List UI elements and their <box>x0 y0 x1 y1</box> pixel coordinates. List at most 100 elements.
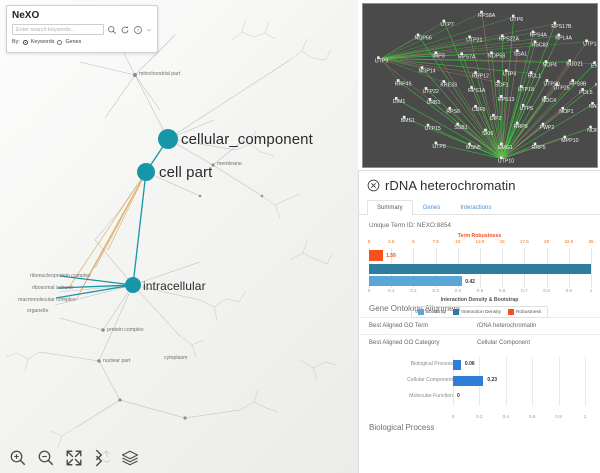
gene-label[interactable]: UTP5 <box>520 106 534 112</box>
legend-item-interaction-density[interactable]: Interaction Density <box>453 309 501 315</box>
gene-label[interactable]: SSB1 <box>454 125 468 131</box>
gene-label[interactable]: SOF1 <box>495 82 509 88</box>
gene-label[interactable]: CBF5 <box>472 107 486 113</box>
gene-label[interactable]: RPL4A <box>555 36 572 42</box>
gene-label[interactable]: MPP10 <box>561 138 578 144</box>
help-icon[interactable]: ? <box>133 25 143 35</box>
collapse-icon[interactable] <box>93 449 111 467</box>
ontology-label-cellular-component: cellular_component <box>181 131 313 148</box>
radio-genes[interactable] <box>57 39 63 45</box>
gene-label[interactable]: EMG1 <box>498 145 513 151</box>
gene-label[interactable]: UTP8 <box>432 144 446 150</box>
axis-tick: 2.5 <box>387 239 395 244</box>
axis-tick: 0.1 <box>387 288 395 293</box>
tab-genes[interactable]: Genes <box>422 205 441 211</box>
gene-label[interactable]: UTP9 <box>375 58 389 64</box>
legend-item-robustness[interactable]: Robustness <box>507 309 541 315</box>
gene-label[interactable]: UTP10 <box>498 159 514 165</box>
close-icon[interactable] <box>367 179 380 192</box>
ontology-label-intracellular: intracellular <box>143 279 206 293</box>
gene-label[interactable]: RPS13 <box>498 97 515 103</box>
search-input[interactable] <box>12 24 104 35</box>
gene-label[interactable]: POL5 <box>579 90 593 96</box>
bar-value: 0.23 <box>487 377 498 383</box>
gene-label[interactable]: UTP20 <box>543 81 559 87</box>
gene-label[interactable]: UTP21 <box>466 38 482 44</box>
gene-label[interactable]: RCL1 <box>528 73 542 79</box>
gene-label[interactable]: RRP12 <box>472 73 489 79</box>
gene-label[interactable]: BMS1 <box>401 118 415 124</box>
gene-label[interactable]: RPS22A <box>499 37 520 43</box>
gene-label[interactable]: IMP3 <box>432 54 444 60</box>
ontology-node-cell-part[interactable] <box>137 163 155 181</box>
layers-icon[interactable] <box>121 449 139 467</box>
gene-label[interactable]: KRE33 <box>440 82 457 88</box>
gene-interaction-network[interactable]: UTP9 NOP56 UTP7 RPS8A UTP6 RPS17B UTP21 RPS22A R… <box>362 3 598 168</box>
zoom-out-icon[interactable] <box>37 449 55 467</box>
gene-label[interactable]: UTP22 <box>422 89 438 95</box>
bar-bootstrap[interactable] <box>369 276 463 286</box>
gene-label[interactable]: HSC82 <box>532 43 549 49</box>
axis-tick: 0.4 <box>454 288 461 293</box>
gene-label[interactable]: MSN5 <box>466 145 481 151</box>
chevron-down-icon[interactable] <box>146 25 152 35</box>
gene-label[interactable]: KRI1 <box>595 82 597 88</box>
gene-label[interactable]: UTP4 <box>503 71 517 77</box>
gene-label[interactable]: UTP15 <box>424 126 440 132</box>
gene-label[interactable]: RPS8A <box>478 13 496 19</box>
gene-label[interactable]: NOP6 <box>587 128 597 134</box>
legend-item-bootstrap[interactable]: Bootstrap <box>417 309 446 315</box>
zoom-in-icon[interactable] <box>9 449 27 467</box>
gene-label[interactable]: SSA1 <box>514 52 528 58</box>
gene-label[interactable]: UTP25 <box>553 85 569 91</box>
gene-label[interactable]: DIM1 <box>393 99 406 105</box>
gene-label[interactable]: PWP2 <box>539 125 554 131</box>
radio-keywords[interactable] <box>22 39 28 45</box>
chart-title-robustness: Term Robustness <box>457 233 502 239</box>
gene-label[interactable]: RPS7A <box>458 55 476 61</box>
gene-label[interactable]: UTP7 <box>440 22 454 28</box>
search-panel[interactable]: NeXO ? By: <box>6 5 158 53</box>
axis-tick: 1 <box>583 414 587 419</box>
refresh-icon[interactable] <box>120 25 130 35</box>
gene-label[interactable]: NOP1 <box>559 109 573 115</box>
gene-label[interactable]: RPS6 <box>446 109 460 115</box>
gene-label[interactable]: RRP9 <box>514 124 528 130</box>
fit-screen-icon[interactable] <box>65 449 83 467</box>
tab-interactions[interactable]: Interactions <box>460 205 492 211</box>
gene-label[interactable]: NOP56 <box>415 36 432 42</box>
gene-label[interactable]: NOC4 <box>541 98 556 104</box>
gene-label[interactable]: SKI6 <box>482 131 493 137</box>
bar-cellular-component[interactable] <box>453 376 484 386</box>
gene-label[interactable]: UTP18 <box>518 87 534 93</box>
go-alignment-title: Gene Ontology Alignment <box>369 304 461 313</box>
chart-legend: Bootstrap Interaction Density Robustness <box>411 306 548 318</box>
gene-label[interactable]: UTP6 <box>510 17 524 23</box>
ontology-node-intracellular[interactable] <box>125 277 141 293</box>
gene-label[interactable]: RRP5 <box>532 145 546 151</box>
gene-label[interactable]: URB1 <box>426 100 440 106</box>
gene-label[interactable]: DIP2 <box>490 116 502 122</box>
ontology-node-cellular-component[interactable] <box>158 129 178 149</box>
gene-label[interactable]: NOP58 <box>488 54 505 60</box>
gene-label[interactable]: BUD21 <box>566 61 583 67</box>
gene-label[interactable]: RPS17B <box>551 24 572 30</box>
gene-label[interactable]: NAN1 <box>589 104 597 110</box>
category-label: Biological Process <box>410 361 453 367</box>
ontology-minor-label: protein complex <box>107 327 144 333</box>
gene-label[interactable]: ENP1 <box>591 63 597 69</box>
gene-label[interactable]: RPS1A <box>468 88 486 94</box>
tab-summary[interactable]: Summary <box>367 200 413 215</box>
gene-label[interactable]: RRP45 <box>395 81 412 87</box>
axis-tick: 12.5 <box>475 239 485 244</box>
gene-label[interactable]: UTP13 <box>583 42 597 48</box>
bar-biological-process[interactable] <box>453 360 461 370</box>
bar-interaction-density[interactable] <box>369 264 591 274</box>
search-icon[interactable] <box>107 25 117 35</box>
gene-label[interactable]: RPS9B <box>569 81 587 87</box>
bar-robustness[interactable] <box>369 250 384 261</box>
gene-label[interactable]: NOP14 <box>419 68 436 74</box>
gene-label[interactable]: NOP4 <box>542 62 556 68</box>
gene-label[interactable]: RPS4A <box>530 33 548 39</box>
ontology-network-canvas[interactable]: cellular_component cell part intracellul… <box>0 0 358 473</box>
